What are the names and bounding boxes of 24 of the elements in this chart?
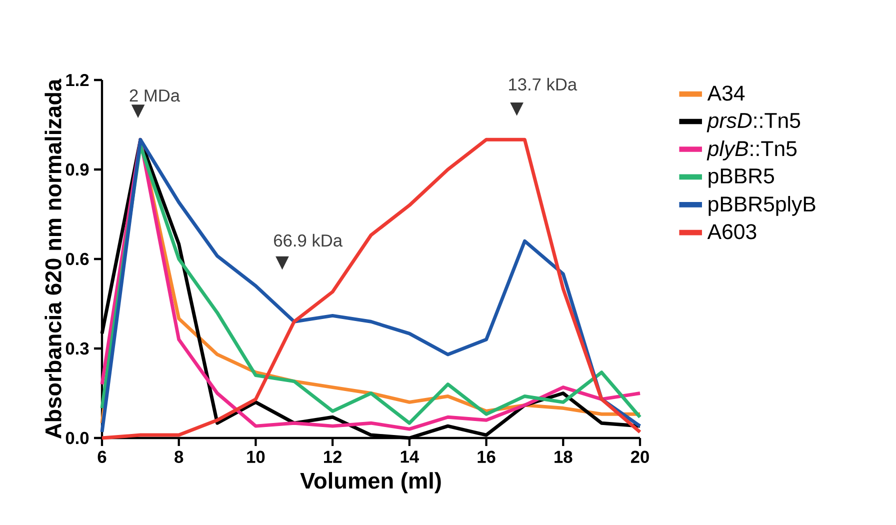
legend-label: A34 xyxy=(707,86,745,101)
legend-label: plyB::Tn5 xyxy=(706,140,797,160)
y-tick-label: 0.9 xyxy=(66,163,89,176)
x-tick-label: 18 xyxy=(554,450,572,463)
legend-label: pBBR5 xyxy=(708,168,774,188)
x-tick-label: 12 xyxy=(324,450,342,463)
x-tick-label: 6 xyxy=(98,450,106,463)
y-tick-label: 1.2 xyxy=(66,74,89,86)
y-tick-label: 0.0 xyxy=(66,432,89,444)
annotation: 2 MDa xyxy=(130,89,180,102)
legend-label: A603 xyxy=(707,224,756,240)
x-tick-label: 16 xyxy=(478,450,496,463)
legend-label: pBBR5plyB xyxy=(708,196,816,216)
legend-label: prsD::Tn5 xyxy=(706,113,800,132)
x-axis-title: Volumen (ml) xyxy=(300,472,441,494)
x-tick-label: 10 xyxy=(247,450,265,463)
annotation: 13.7 kDa xyxy=(509,78,578,91)
y-tick-label: 0.3 xyxy=(66,342,89,355)
y-tick-label: 0.6 xyxy=(66,252,89,266)
y-axis-title: Absorbancia 620 nm normalizada xyxy=(44,78,62,439)
annotation: 66.9 kDa xyxy=(274,234,343,247)
x-tick-label: 14 xyxy=(400,450,419,463)
x-tick-label: 8 xyxy=(174,450,184,463)
x-tick-label: 20 xyxy=(630,450,649,463)
